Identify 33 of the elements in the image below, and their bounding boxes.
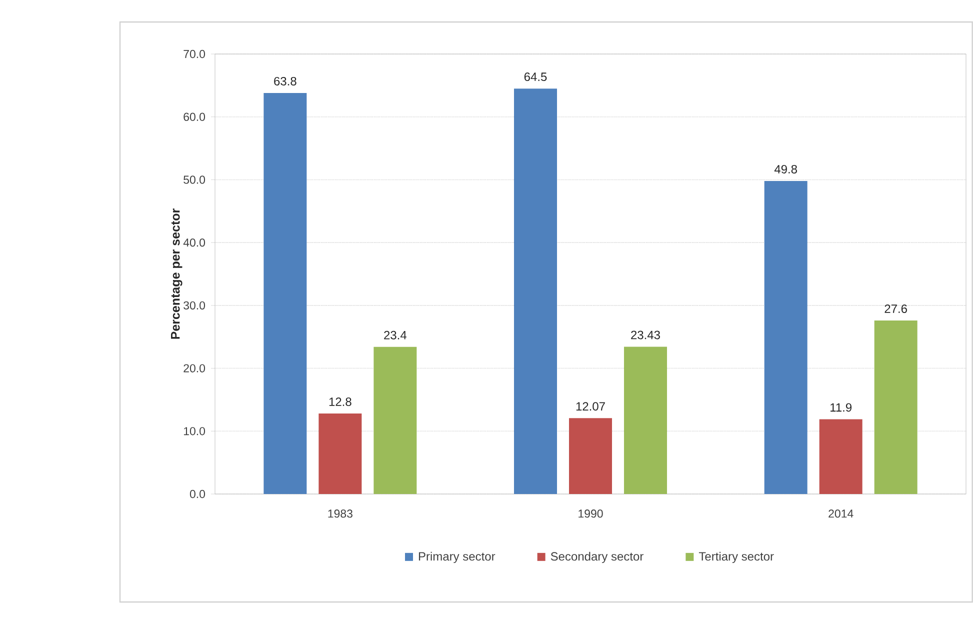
legend-label: Secondary sector (550, 552, 644, 564)
bar (819, 419, 862, 494)
y-tick-label: 0.0 (190, 490, 206, 498)
bar (764, 180, 808, 494)
data-label: 11.9 (830, 403, 852, 412)
bar (874, 320, 918, 494)
bar (318, 414, 362, 494)
y-tick-label: 70.0 (184, 50, 206, 58)
y-axis-title: Percentage per sector (171, 208, 182, 339)
data-label: 23.43 (631, 330, 660, 340)
data-label: 23.4 (384, 330, 406, 340)
bar (624, 346, 668, 494)
x-tick-label: 1990 (578, 510, 603, 518)
y-tick-label: 20.0 (184, 364, 206, 372)
data-label: 12.07 (576, 402, 605, 411)
y-tick-label: 50.0 (184, 176, 206, 184)
y-tick-label: 10.0 (184, 427, 206, 436)
bar (569, 418, 612, 494)
bar (514, 88, 558, 494)
data-label: 12.8 (329, 398, 352, 406)
y-tick-label: 30.0 (184, 301, 206, 310)
bar (374, 346, 417, 494)
legend-label: Tertiary sector (698, 552, 774, 564)
data-label: 49.8 (774, 164, 797, 174)
data-label: 63.8 (274, 76, 296, 86)
bar (264, 92, 307, 494)
x-tick-label: 1983 (328, 510, 352, 518)
x-tick-label: 2014 (828, 510, 854, 518)
legend-label: Primary sector (418, 552, 496, 564)
data-label: 64.5 (524, 72, 547, 82)
y-tick-label: 60.0 (184, 112, 206, 121)
data-label: 27.6 (884, 304, 907, 313)
y-tick-label: 40.0 (183, 238, 206, 247)
